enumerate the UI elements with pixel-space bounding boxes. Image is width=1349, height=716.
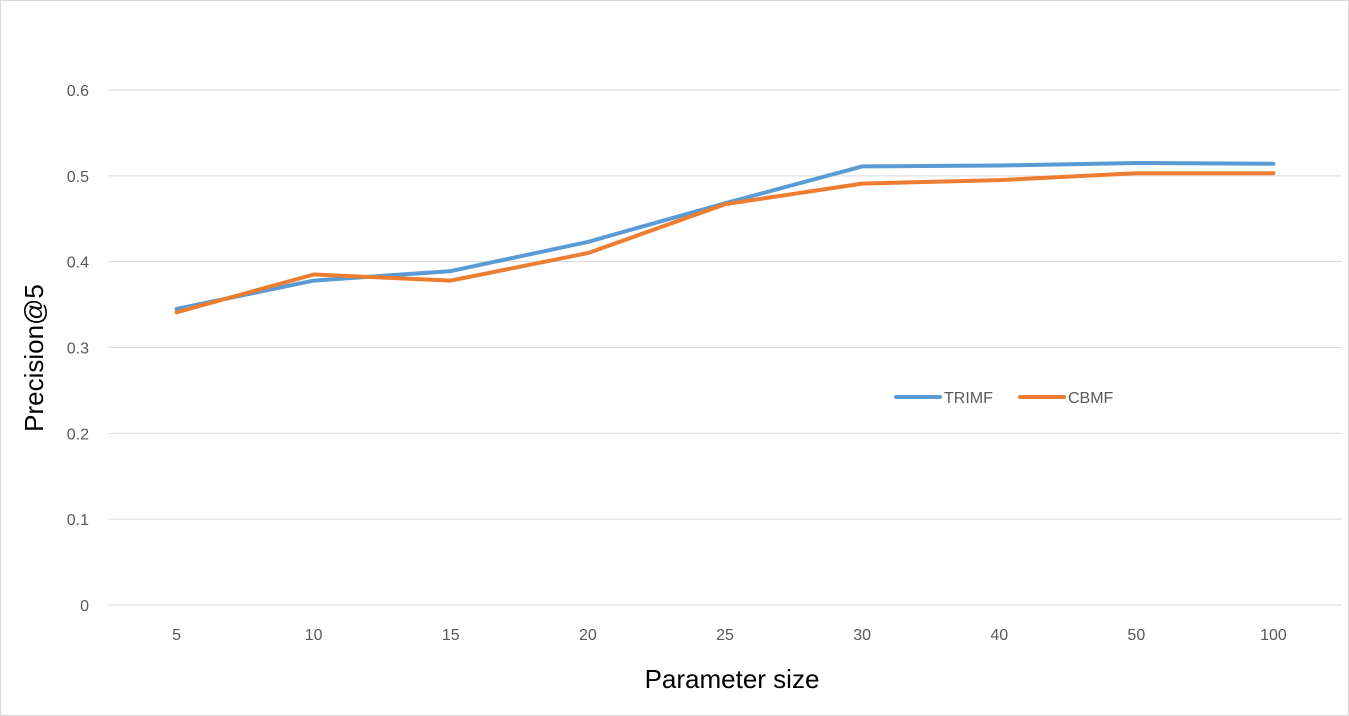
x-tick-label: 50: [1127, 627, 1145, 644]
x-tick-label: 20: [579, 627, 597, 644]
x-tick-label: 40: [990, 627, 1008, 644]
x-tick-label: 30: [853, 627, 871, 644]
x-tick-label: 5: [172, 627, 181, 644]
legend: TRIMF CBMF: [894, 390, 1114, 407]
y-tick-label: 0.4: [67, 255, 89, 272]
y-tick-label: 0.1: [67, 512, 89, 529]
legend-label-cbmf: CBMF: [1068, 390, 1114, 407]
series-line-cbmf: [174, 171, 1276, 315]
x-tick-label: 15: [442, 627, 460, 644]
x-tick-label: 25: [716, 627, 734, 644]
series-line-trimf: [174, 161, 1276, 311]
grid-lines: [108, 89, 1342, 606]
x-axis-tick-labels: 5 10 15 20 25 30 40 50 100: [172, 627, 1287, 644]
series-lines: [174, 161, 1276, 315]
y-axis-tick-labels: 0 0.1 0.2 0.3 0.4 0.5 0.6: [67, 83, 89, 615]
x-tick-label: 10: [305, 627, 323, 644]
y-axis-title: Precision@5: [19, 284, 49, 432]
y-tick-label: 0.3: [67, 341, 89, 358]
x-tick-label: 100: [1260, 627, 1287, 644]
y-tick-label: 0.6: [67, 83, 89, 100]
legend-label-trimf: TRIMF: [944, 390, 993, 407]
y-tick-label: 0.2: [67, 426, 89, 443]
y-tick-label: 0: [80, 598, 89, 615]
x-axis-title: Parameter size: [645, 664, 820, 694]
y-tick-label: 0.5: [67, 169, 89, 186]
